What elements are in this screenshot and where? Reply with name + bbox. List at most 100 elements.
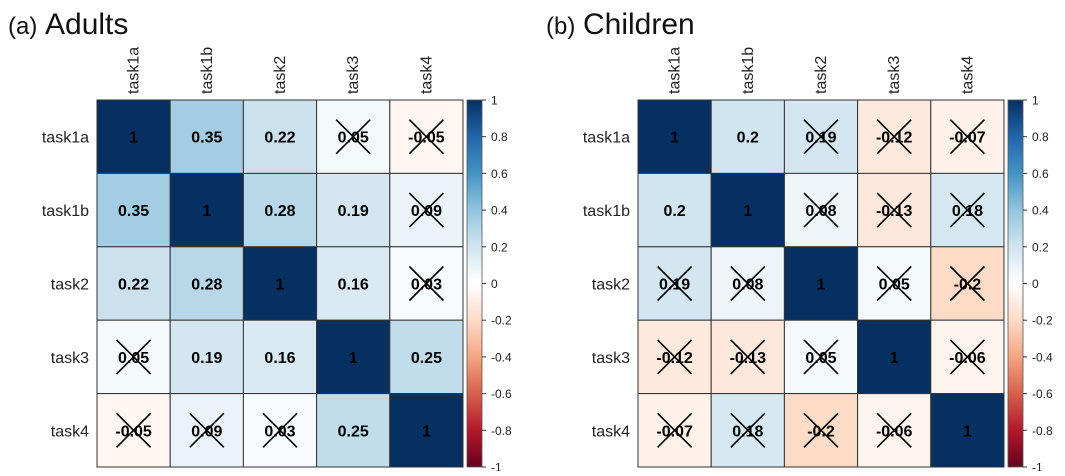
panel-a-cell-r3-c3 — [242, 246, 318, 321]
panel-a-cell-label-r2-c3: 0.28 — [264, 203, 295, 220]
panel-a-cell-label-r4-c4: 1 — [349, 350, 358, 367]
panel-a-colorbar-tick-label: 0.4 — [491, 204, 508, 218]
panel-b-row-label-task1b: task1b — [583, 203, 630, 220]
panel-a-cell-label-r1-c4: 0.05 — [338, 130, 369, 147]
panel-a-cross-mark-r5-c3 — [262, 412, 298, 448]
panel-b-cell-r1-c2 — [710, 99, 785, 174]
panel-a-col-label-task4: task4 — [418, 56, 435, 94]
panel-b-row-label-task3: task3 — [592, 350, 630, 367]
panel-a-cell-label-r5-c4: 0.25 — [338, 423, 369, 440]
panel-b-cell-label-r1-c3: 0.19 — [805, 130, 836, 147]
panel-a-colorbar-tick-label: 0.2 — [491, 240, 508, 254]
panel-b-colorbar-tick-label: 0.2 — [1032, 240, 1049, 254]
panel-b-cell-label-r3-c2: 0.08 — [732, 277, 763, 294]
panel-a-cell-label-r3-c4: 0.16 — [338, 277, 369, 294]
panel-a-row-label-task3: task3 — [51, 350, 89, 367]
panel-b-row-label-task4: task4 — [592, 423, 630, 440]
panel-b-cell-label-r4-c5: -0.06 — [949, 350, 986, 367]
panel-b-cross-mark-r2-c3 — [803, 192, 839, 228]
panel-b-col-label-task3: task3 — [886, 56, 903, 94]
panel-a-cell-r1-c1 — [96, 99, 171, 174]
panel-b-cell-label-r1-c4: -0.12 — [876, 130, 913, 147]
panel-b-cross-mark-r1-c5 — [949, 119, 985, 155]
panel-a-colorbar-tick-label: -0.2 — [491, 314, 512, 328]
panel-b-cross-mark-r5-c4 — [876, 412, 912, 448]
panel-b-colorbar-tick-label: 0.8 — [1032, 130, 1049, 144]
panel-b-cell-label-r4-c3: 0.05 — [805, 350, 836, 367]
panel-a-cell-label-r1-c3: 0.22 — [264, 130, 295, 147]
panel-a-cell-label-r5-c5: 1 — [422, 423, 431, 440]
panel-a-cell-r2-c1 — [96, 172, 171, 248]
panel-a-label: (a) — [8, 13, 37, 40]
panel-a-cell-r4-c5 — [389, 319, 464, 395]
panel-b-cell-label-r5-c3: -0.2 — [807, 423, 835, 440]
panel-b-cell-r4-c4 — [857, 319, 932, 395]
panel-a-cell-r2-c4 — [316, 172, 391, 248]
panel-a-colorbar-tick-label: 0.8 — [491, 130, 508, 144]
panel-a-colorbar-tick-label: 1 — [491, 94, 498, 108]
panel-b-colorbar-tick-label: -0.8 — [1032, 424, 1053, 438]
panel-a-colorbar-tick-label: -0.8 — [491, 424, 512, 438]
panel-b-cross-mark-r1-c4 — [876, 119, 912, 155]
panel-b-cross-mark-r3-c5 — [949, 265, 985, 302]
panel-b-cross-mark-r5-c3 — [803, 412, 839, 448]
panel-b-cross-mark-r3-c2 — [730, 265, 766, 302]
panel-a-cross-mark-r1-c4 — [335, 119, 371, 155]
panel-b-cross-mark-r3-c4 — [876, 265, 912, 302]
panel-a-cell-r1-c2 — [169, 99, 244, 174]
panel-b-cell-r1-c1 — [637, 99, 712, 174]
panel-a-cell-label-r3-c5: 0.03 — [411, 277, 442, 294]
panel-b-colorbar-tick-label: 0.4 — [1032, 204, 1049, 218]
panel-a-title: Adults — [45, 8, 128, 41]
panel-b-cell-r3-c3 — [783, 246, 859, 321]
panel-a-cell-r4-c3 — [242, 319, 318, 395]
panel-b-colorbar-tick-label: -0.4 — [1032, 350, 1053, 364]
panel-b-cell-label-r3-c1: 0.19 — [659, 277, 690, 294]
panel-a-cell-r3-c1 — [96, 246, 171, 321]
panel-b-label: (b) — [546, 13, 575, 40]
panel-b-cross-mark-r1-c3 — [803, 119, 839, 155]
panel-a-cell-label-r2-c4: 0.19 — [338, 203, 369, 220]
panel-b-cell-label-r2-c1: 0.2 — [663, 203, 685, 220]
panel-b-cell-r2-c1 — [637, 172, 712, 248]
panel-b-cell-r5-c5 — [930, 393, 1005, 468]
panel-b-cell-label-r1-c2: 0.2 — [737, 130, 759, 147]
panel-b-group: (b) Children 1 0.2 0.19 -0.12 -0.07 0.2 1 0.08 -0.… — [546, 8, 1053, 475]
panel-a-cross-mark-r4-c1 — [116, 339, 152, 375]
panel-b-cell-label-r5-c1: -0.07 — [656, 423, 693, 440]
panel-b-col-label-task4: task4 — [959, 56, 976, 94]
panel-b-cell-label-r1-c5: -0.07 — [949, 130, 986, 147]
panel-a-cell-label-r3-c3: 1 — [276, 277, 285, 294]
panel-a-row-label-task1b: task1b — [42, 203, 89, 220]
panel-b-cross-mark-r2-c4 — [876, 192, 912, 228]
panel-b-cross-mark-r5-c2 — [730, 412, 766, 448]
panel-b-cell-label-r5-c2: 0.18 — [732, 423, 763, 440]
panel-b-cell-r5-c1 — [637, 393, 712, 468]
panel-b-cell-label-r5-c4: -0.06 — [876, 423, 913, 440]
panel-b-row-label-task2: task2 — [592, 277, 630, 294]
panel-b-cross-mark-r4-c3 — [803, 339, 839, 375]
panel-a-cell-label-r5-c2: 0.09 — [191, 423, 222, 440]
panel-a-colorbar-tick-label: -0.6 — [491, 387, 512, 401]
panel-b-cell-label-r4-c4: 1 — [890, 350, 899, 367]
panel-a-colorbar-tick-label: -0.4 — [491, 350, 512, 364]
panel-a-cell-label-r5-c1: -0.05 — [115, 423, 152, 440]
panel-b-cell-label-r2-c5: 0.18 — [952, 203, 983, 220]
panel-b-cell-label-r4-c1: -0.12 — [656, 350, 693, 367]
panel-b-cell-label-r2-c3: 0.08 — [805, 203, 836, 220]
panel-b-cell-r1-c3 — [783, 99, 859, 174]
panel-a-colorbar-tick-label: -1 — [491, 461, 502, 472]
panel-b-cell-label-r5-c5: 1 — [963, 423, 972, 440]
panel-a-row-label-task2: task2 — [51, 277, 89, 294]
panel-b-row-label-task1a: task1a — [583, 130, 630, 147]
panel-a-cell-r4-c4 — [316, 319, 391, 395]
panel-a-cell-label-r2-c5: 0.09 — [411, 203, 442, 220]
panel-b-colorbar-tick-label: 0 — [1032, 277, 1039, 291]
panel-a-cell-label-r2-c1: 0.35 — [118, 203, 149, 220]
panel-a-cross-mark-r2-c5 — [408, 192, 444, 228]
panel-a-cell-label-r1-c2: 0.35 — [191, 130, 222, 147]
panel-a-col-label-task2: task2 — [272, 56, 289, 94]
panel-a-row-label-task4: task4 — [51, 423, 89, 440]
